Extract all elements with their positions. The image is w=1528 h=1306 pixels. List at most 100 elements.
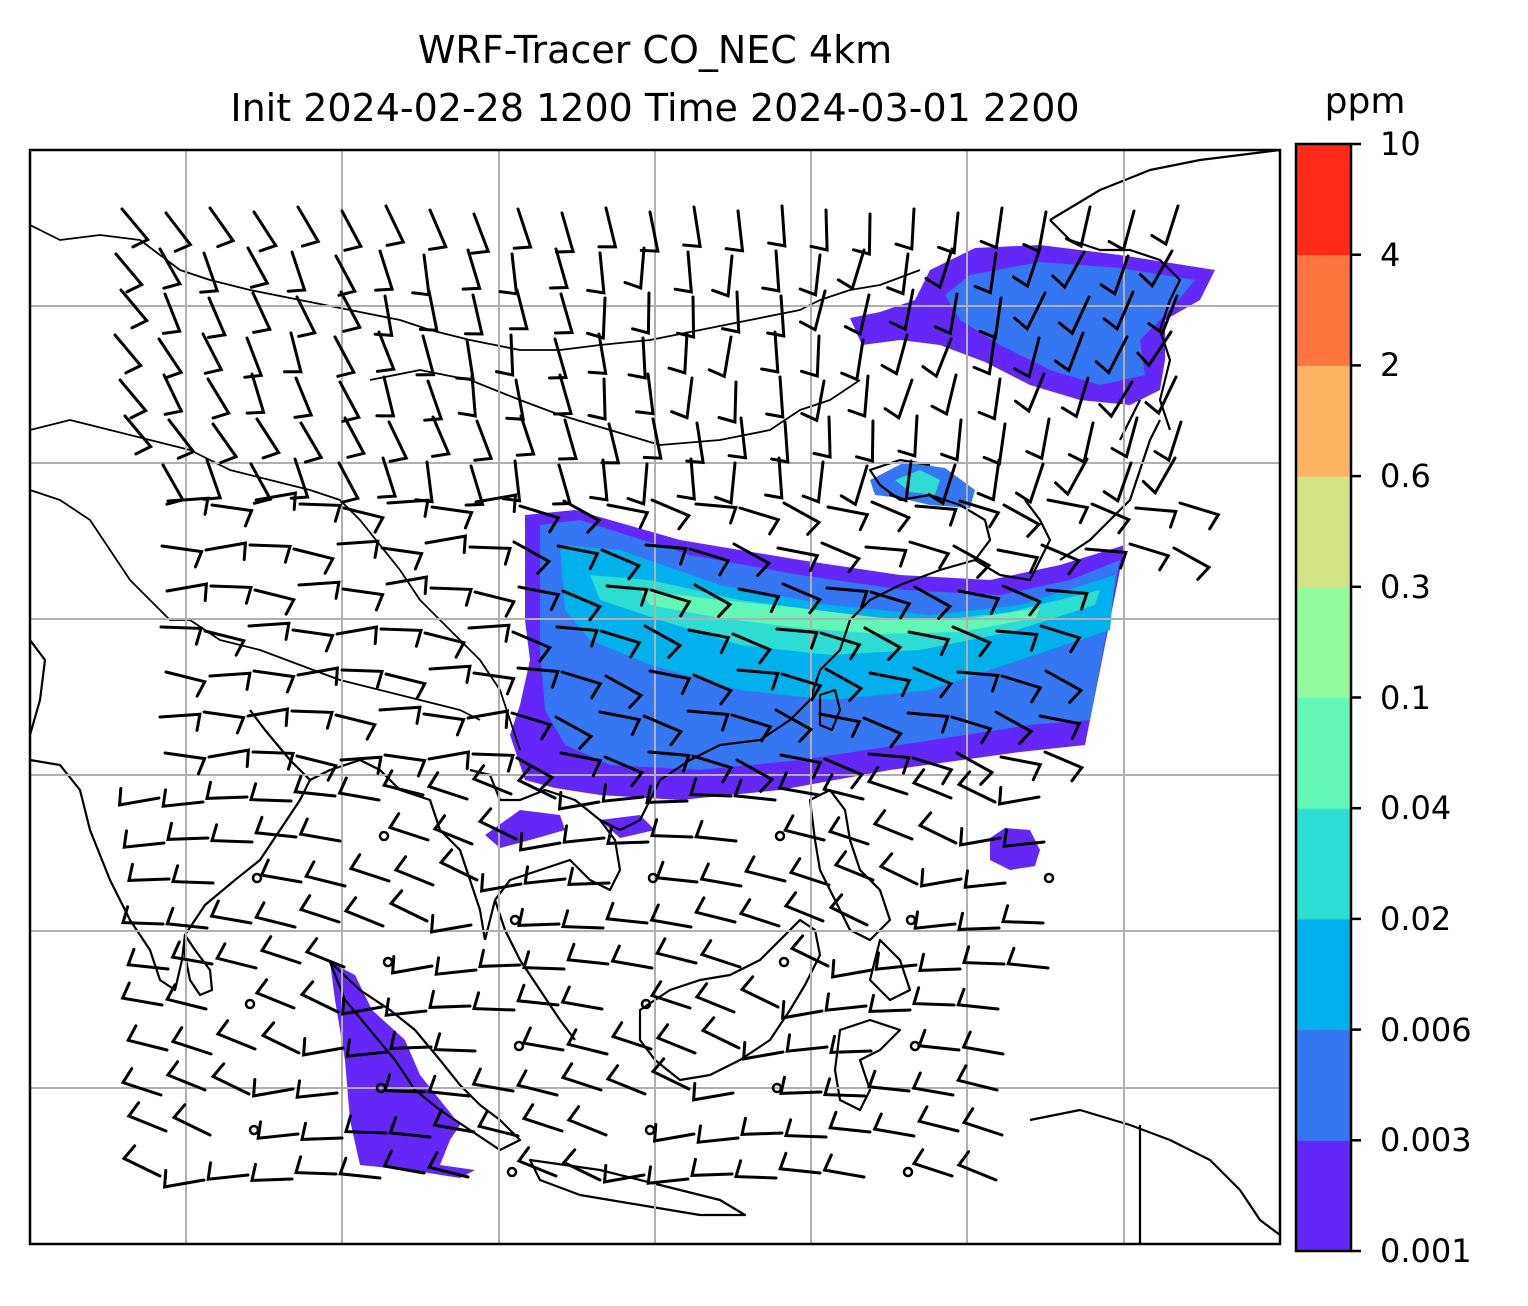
wind-barb <box>295 295 317 338</box>
wind-barb <box>937 211 960 255</box>
wind-barb <box>872 1112 916 1138</box>
wind-barb <box>521 1103 564 1133</box>
wind-barb <box>300 1121 344 1141</box>
wind-barb <box>743 855 787 883</box>
colorbar-unit: ppm <box>1324 81 1406 122</box>
wind-barb <box>650 1057 691 1091</box>
wind-barb <box>707 335 733 379</box>
wind-barb <box>559 751 603 778</box>
wind-barb <box>829 1034 873 1054</box>
wind-barb <box>296 205 321 248</box>
colorbar-segment <box>1296 365 1351 477</box>
wind-barb <box>254 815 298 839</box>
wind-barb <box>1044 669 1084 704</box>
wind-barb <box>560 1062 603 1092</box>
wind-barb <box>597 206 618 249</box>
wind-barb <box>878 852 919 886</box>
wind-barb <box>338 380 362 423</box>
wind-barb <box>914 504 958 527</box>
wind-barb <box>457 374 477 418</box>
wind-barb <box>918 952 962 972</box>
wind-barb <box>868 993 912 1013</box>
wind-barb <box>338 1156 382 1180</box>
wind-barb <box>455 338 475 382</box>
wind-barb <box>693 896 737 924</box>
wind-barb <box>880 333 909 376</box>
wind-barb <box>208 671 252 691</box>
wind-barb <box>1102 461 1133 504</box>
wind-barb <box>515 1069 559 1097</box>
wind-barb <box>378 705 422 725</box>
wind-barb <box>204 541 248 561</box>
wind-barb <box>468 545 512 566</box>
wind-barb <box>387 420 409 463</box>
wind-barb <box>340 668 384 689</box>
wind-barb <box>164 670 208 698</box>
wind-barb <box>822 1153 866 1179</box>
wind-barb <box>1090 502 1132 535</box>
wind-barb <box>776 546 820 573</box>
wind-barb <box>1012 246 1042 289</box>
wind-barb <box>501 459 522 503</box>
wind-barb <box>427 750 471 770</box>
wind-barb <box>642 417 663 460</box>
colorbar-tick-label: 0.003 <box>1380 1121 1472 1160</box>
wind-barb <box>779 753 823 780</box>
wind-barb <box>737 587 781 614</box>
wind-barb <box>120 1067 163 1097</box>
wind-barb <box>516 1146 558 1178</box>
wind-barb <box>474 493 518 513</box>
wind-barb <box>301 1037 345 1057</box>
wind-barb <box>388 1115 432 1139</box>
wind-barb <box>426 771 469 801</box>
wind-barb <box>470 212 491 255</box>
wind-barb <box>652 1123 696 1143</box>
wind-barb <box>205 780 249 800</box>
wind-barb <box>254 491 298 511</box>
wind-barb <box>950 715 993 745</box>
wind-barb <box>560 670 603 700</box>
wind-barb <box>587 377 607 421</box>
wind-calm-marker <box>244 998 256 1010</box>
wind-barb <box>561 589 603 622</box>
wind-barb <box>843 293 871 337</box>
wind-barb <box>303 860 347 888</box>
wind-barb <box>345 1038 389 1058</box>
wind-barb <box>1110 416 1139 459</box>
wind-barb <box>375 375 396 418</box>
wind-barb <box>694 819 738 843</box>
wind-barb <box>1094 335 1129 375</box>
wind-barb <box>956 987 1000 1011</box>
wind-barb <box>348 853 391 883</box>
wind-barb <box>1144 375 1178 416</box>
wind-barb <box>809 208 829 252</box>
wind-barb <box>836 248 866 291</box>
wind-barb <box>423 379 444 422</box>
wind-barb <box>342 506 386 534</box>
wind-barb <box>337 776 381 802</box>
wind-calm-marker <box>902 1166 914 1178</box>
wind-barb <box>692 673 734 706</box>
wind-barb <box>911 1148 954 1178</box>
wind-barb <box>414 460 434 504</box>
wind-barb <box>120 981 164 1007</box>
wind-barb <box>157 337 184 380</box>
wind-barb <box>208 206 236 249</box>
wind-barb <box>252 210 279 253</box>
wind-barb <box>778 1151 822 1175</box>
wind-barb <box>694 502 738 525</box>
wind-barb <box>1025 417 1051 461</box>
wind-barb <box>869 590 912 620</box>
coast-sumatra <box>328 960 522 1152</box>
wind-barb <box>650 818 694 839</box>
wind-barb <box>766 294 786 338</box>
wind-barb <box>340 996 384 1016</box>
wind-barb <box>686 709 730 732</box>
wind-barb <box>430 505 474 530</box>
wind-barb <box>864 545 908 568</box>
wind-barb <box>765 375 785 419</box>
wind-barb <box>740 1116 784 1136</box>
colorbar-tick-label: 0.001 <box>1380 1232 1472 1270</box>
wind-barb <box>586 296 607 340</box>
wind-barb <box>561 1148 602 1182</box>
